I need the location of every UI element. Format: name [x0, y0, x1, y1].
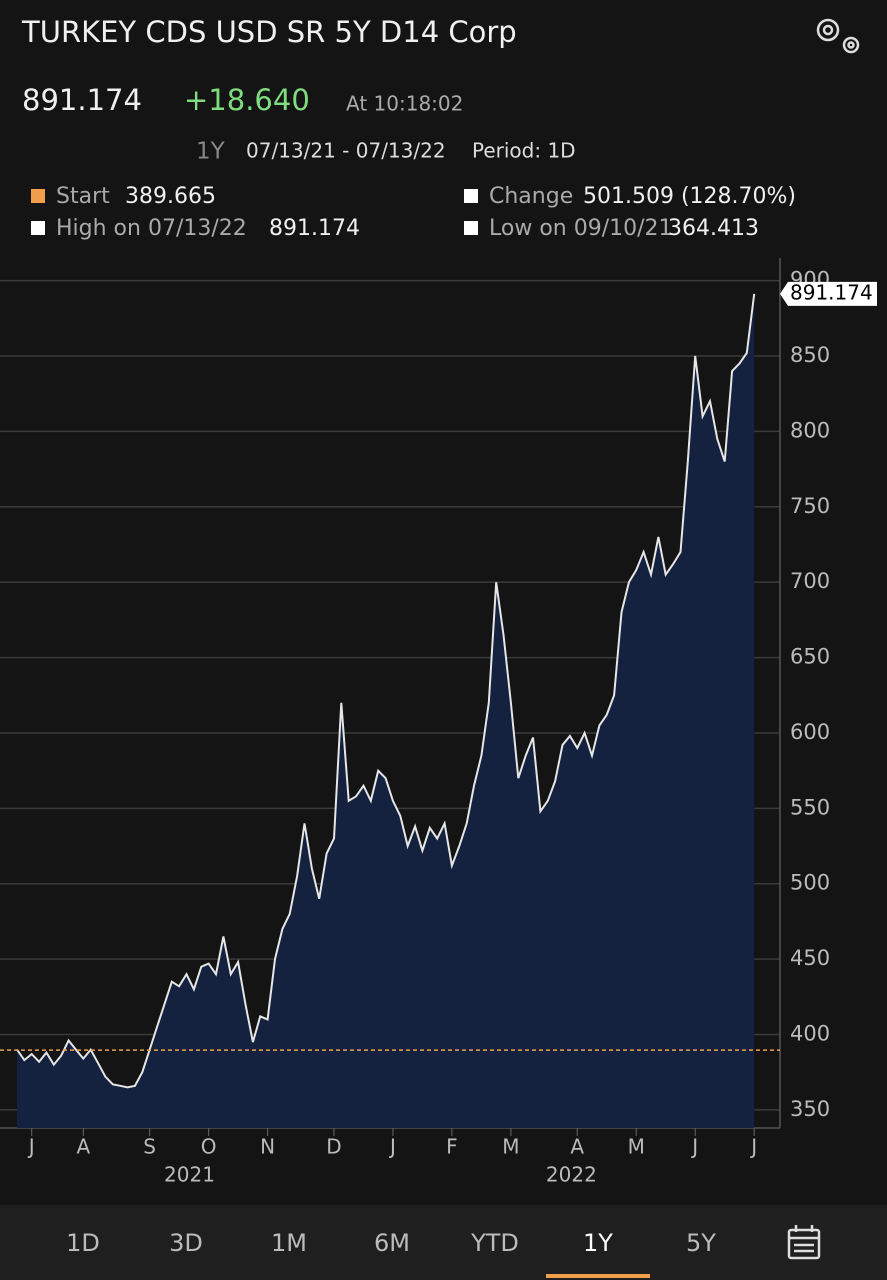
- tabs: 1D 3D 1M 6M YTD 1Y 5Y: [66, 1229, 716, 1278]
- x-tick-label: S: [143, 1135, 156, 1159]
- y-tick-label: 600: [790, 720, 830, 744]
- range: 1Y: [196, 139, 226, 165]
- area: [16, 293, 755, 1128]
- x-tick-label: M: [628, 1135, 645, 1159]
- line: [16, 293, 756, 1089]
- y-tick-label: 850: [790, 343, 830, 367]
- tab-underline: [546, 1274, 650, 1278]
- x-tick-label: F: [446, 1135, 458, 1159]
- x-tick-label: M: [502, 1135, 519, 1159]
- y-tick-label: 500: [790, 871, 830, 895]
- last-value-callout: [780, 281, 877, 306]
- x-tick-label: A: [76, 1135, 90, 1159]
- y-tick-label: 450: [790, 946, 830, 970]
- stat-value: 501.509 (128.70%): [583, 184, 796, 209]
- y-tick-label: 400: [790, 1022, 830, 1046]
- tab[interactable]: 6M: [374, 1229, 410, 1257]
- last-value-label: 891.174: [790, 280, 873, 304]
- x-tick-label: A: [570, 1135, 584, 1159]
- y-tick-label: 800: [790, 418, 830, 442]
- legend-swatch: [31, 221, 45, 235]
- y-tick-label: 550: [790, 795, 830, 819]
- x-tick-label: J: [749, 1135, 757, 1159]
- tab[interactable]: 5Y: [686, 1229, 716, 1257]
- stat-label: Start: [56, 184, 110, 209]
- time: At 10:18:02: [346, 92, 463, 116]
- tab[interactable]: YTD: [470, 1229, 519, 1257]
- settings-icon[interactable]: [816, 18, 860, 54]
- x-tick-label: J: [690, 1135, 698, 1159]
- y-tick-label: 650: [790, 645, 830, 669]
- x-tick-label: N: [260, 1135, 275, 1159]
- legend-swatch: [464, 189, 478, 203]
- legend-swatch: [31, 189, 45, 203]
- dates: 07/13/21 - 07/13/22: [246, 139, 446, 163]
- stat-label: Low on 09/10/21: [489, 216, 673, 241]
- tab-bar: [0, 1205, 887, 1280]
- stat-value: 891.174: [269, 216, 360, 241]
- price: 891.174: [22, 83, 142, 117]
- x-tick-label: O: [201, 1135, 217, 1159]
- legend-swatch: [464, 221, 478, 235]
- x-tick-label: J: [27, 1135, 35, 1159]
- x-tick-label: J: [388, 1135, 396, 1159]
- year-label: 2022: [546, 1163, 597, 1187]
- stat-label: High on 07/13/22: [56, 216, 247, 241]
- title: TURKEY CDS USD SR 5Y D14 Corp: [21, 15, 517, 49]
- x-tick-label: D: [326, 1135, 341, 1159]
- y-tick-label: 700: [790, 569, 830, 593]
- stat-value: 389.665: [125, 184, 216, 209]
- stat-value: 364.413: [668, 216, 759, 241]
- year-label: 2021: [164, 1163, 215, 1187]
- stat-label: Change: [489, 184, 573, 209]
- tab[interactable]: 3D: [169, 1229, 203, 1257]
- period: Period: 1D: [472, 139, 576, 163]
- price-change: +18.640: [184, 83, 310, 117]
- y-tick-label: 350: [790, 1097, 830, 1121]
- tab[interactable]: 1Y: [583, 1229, 613, 1257]
- tab[interactable]: 1M: [271, 1229, 307, 1257]
- tab[interactable]: 1D: [66, 1229, 100, 1257]
- calendar-icon[interactable]: [787, 1225, 821, 1260]
- y-tick-label: 750: [790, 494, 830, 518]
